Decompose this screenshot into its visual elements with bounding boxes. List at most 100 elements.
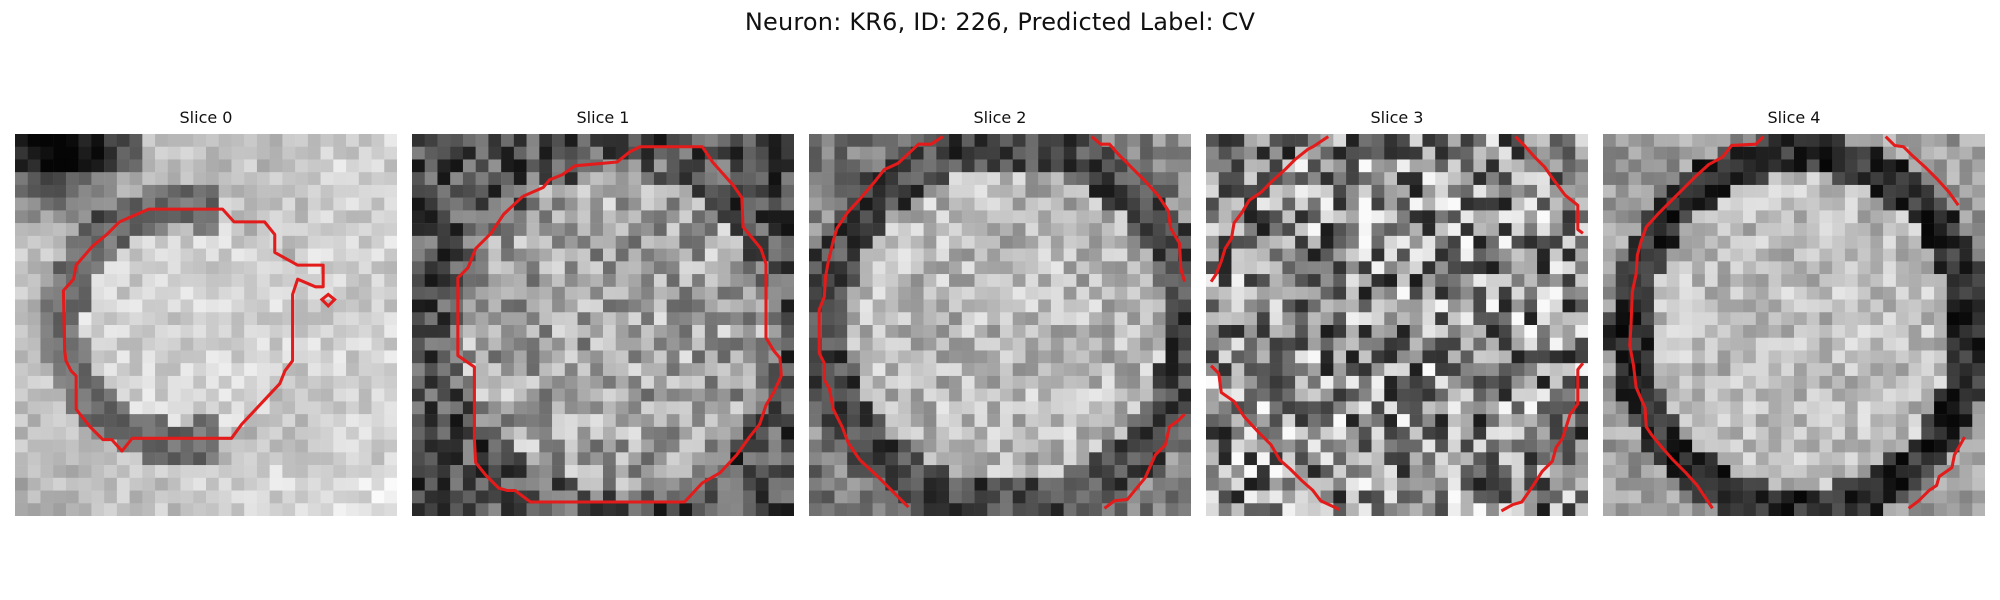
pixel	[1524, 439, 1538, 453]
pixel	[923, 210, 937, 224]
pixel	[1244, 503, 1258, 516]
pixel	[1012, 197, 1026, 211]
pixel	[1679, 146, 1693, 160]
pixel	[679, 159, 693, 173]
pixel	[1114, 134, 1128, 147]
pixel	[781, 388, 794, 402]
pixel	[129, 286, 143, 300]
pixel	[1140, 363, 1154, 377]
pixel	[27, 465, 41, 479]
pixel	[1473, 274, 1487, 288]
pixel	[552, 350, 566, 364]
pixel	[384, 439, 397, 453]
pixel	[834, 299, 848, 313]
pixel	[513, 503, 527, 516]
pixel	[129, 325, 143, 338]
pixel	[1972, 223, 1985, 237]
pixel	[1794, 248, 1807, 262]
pixel	[1755, 452, 1769, 466]
pixel	[1908, 325, 1922, 338]
pixel	[1615, 235, 1629, 249]
pixel	[653, 184, 667, 198]
pixel	[1152, 375, 1166, 389]
pixel	[809, 146, 822, 160]
pixel	[155, 401, 169, 415]
pixel	[1397, 274, 1410, 288]
pixel	[1832, 426, 1846, 440]
pixel	[1460, 184, 1474, 198]
pixel	[513, 274, 527, 288]
pixel	[590, 223, 604, 237]
pixel	[1114, 159, 1128, 173]
pixel	[1012, 146, 1026, 160]
pixel	[1908, 235, 1922, 249]
pixel	[1165, 388, 1179, 402]
pixel	[974, 223, 988, 237]
pixel	[1730, 490, 1744, 504]
pixel	[282, 197, 296, 211]
pixel	[666, 375, 680, 389]
pixel	[1549, 159, 1563, 173]
pixel	[704, 375, 718, 389]
pixel	[1755, 248, 1769, 262]
pixel	[885, 388, 899, 402]
pixel	[1114, 439, 1128, 453]
pixel	[821, 414, 835, 428]
pixel	[488, 350, 502, 364]
pixel	[1333, 337, 1347, 351]
pixel	[1460, 274, 1474, 288]
pixel	[1038, 223, 1052, 237]
pixel	[859, 312, 873, 326]
pixel	[104, 286, 118, 300]
pixel	[1333, 223, 1347, 237]
pixel	[653, 452, 667, 466]
pixel	[1358, 452, 1372, 466]
pixel	[371, 248, 385, 262]
pixel	[193, 465, 207, 479]
pixel	[834, 363, 848, 377]
pixel	[987, 184, 1001, 198]
pixel	[1101, 426, 1115, 440]
pixel	[1346, 350, 1360, 364]
pixel	[1511, 426, 1525, 440]
pixel	[1511, 439, 1525, 453]
pixel	[704, 503, 718, 516]
pixel	[859, 286, 873, 300]
pixel	[1717, 363, 1731, 377]
pixel	[1089, 465, 1103, 479]
pixel	[603, 210, 616, 224]
pixel	[615, 401, 629, 415]
pixel	[231, 401, 245, 415]
pixel	[180, 248, 194, 262]
pixel	[1127, 452, 1141, 466]
pixel	[1012, 134, 1026, 147]
pixel	[320, 248, 334, 262]
pixel	[282, 414, 296, 428]
pixel	[256, 477, 270, 491]
pixel	[539, 439, 553, 453]
pixel	[768, 274, 782, 288]
pixel	[1615, 286, 1629, 300]
pixel	[1384, 184, 1398, 198]
pixel	[1819, 134, 1833, 147]
pixel	[834, 159, 848, 173]
pixel	[885, 223, 899, 237]
pixel	[872, 235, 886, 249]
pixel	[1921, 223, 1935, 237]
slice-4-contour-top-left	[1628, 135, 1765, 510]
pixel	[1409, 223, 1423, 237]
pixel	[450, 477, 464, 491]
pixel	[1717, 490, 1731, 504]
pixel	[65, 465, 79, 479]
pixel	[1959, 274, 1973, 288]
pixel	[1114, 414, 1128, 428]
pixel	[923, 299, 937, 313]
pixel	[1206, 490, 1219, 504]
pixel	[1921, 172, 1935, 186]
pixel	[488, 426, 502, 440]
pixel	[1781, 299, 1795, 313]
pixel	[1857, 299, 1871, 313]
pixel	[526, 159, 540, 173]
pixel	[295, 363, 309, 377]
pixel	[1603, 235, 1616, 249]
